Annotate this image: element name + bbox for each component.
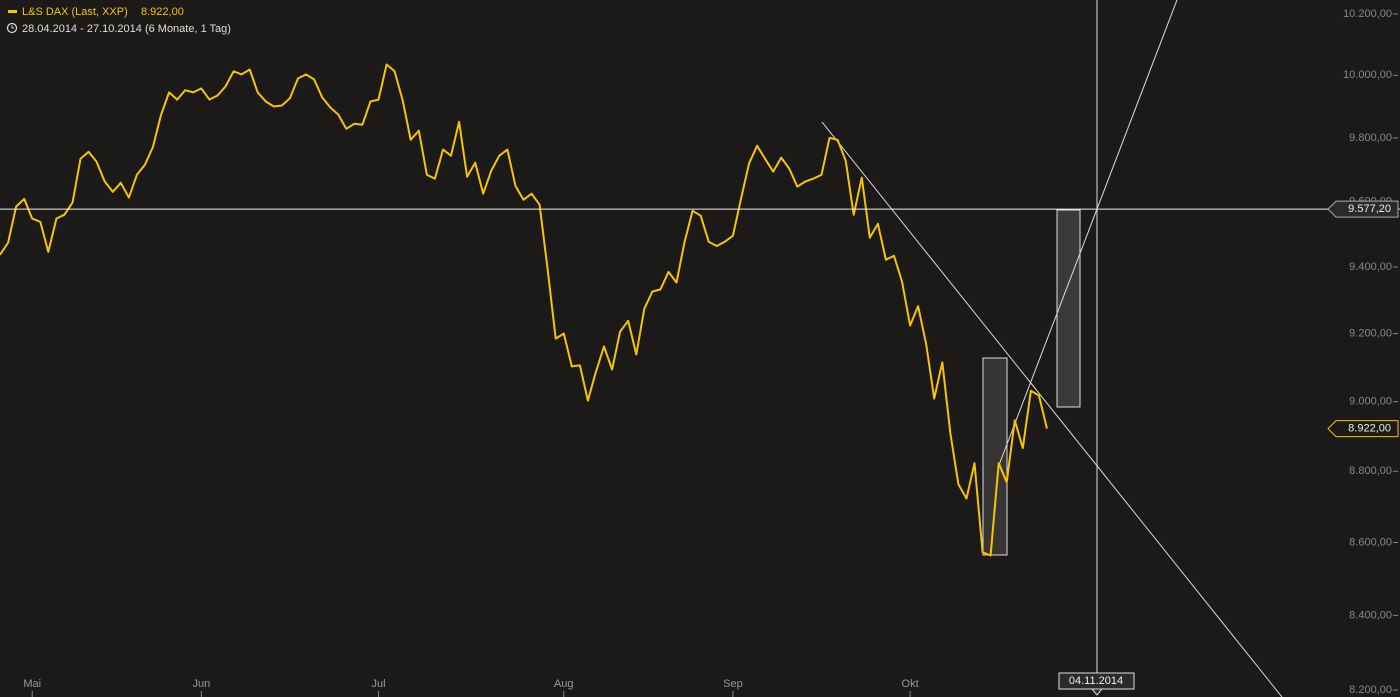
x-tick-label: Mai [23,678,41,690]
y-tick-label: 8.800,00 [1349,465,1392,477]
legend-swatch [8,10,17,13]
chart-title: L&S DAX (Last, XXP) [22,6,128,18]
y-tick-label: 9.800,00 [1349,132,1392,144]
y-tick-label: 9.200,00 [1349,328,1392,340]
trend-line [821,121,1283,697]
x-tick-label: Aug [554,678,574,690]
last-value-label: 8.922,00 [1348,423,1391,435]
hline-label: 9.577,20 [1348,203,1391,215]
clock-icon-hands [11,25,14,29]
y-tick-label: 9.000,00 [1349,396,1392,408]
chart-subtitle: 28.04.2014 - 27.10.2014 (6 Monate, 1 Tag… [22,23,231,35]
y-tick-label: 8.200,00 [1349,684,1392,696]
annotation-box [982,357,1008,556]
clock-icon [6,22,18,34]
annotation-box [1056,209,1081,408]
x-tick-label: Okt [902,678,919,690]
y-tick-label: 10.200,00 [1343,8,1392,20]
trend-line [998,0,1178,466]
header-last-value: 8.922,00 [141,6,184,18]
hline-label-box [1327,200,1399,218]
x-tick-label: Sep [723,678,743,690]
series-line [0,63,1048,557]
x-tick-label: Jul [371,678,385,690]
date-marker-pointer [1090,688,1104,696]
date-marker-label: 04.11.2014 [1069,675,1123,687]
series-layer [0,63,1048,557]
y-tick-label: 9.400,00 [1349,261,1392,273]
last-value-label-box [1327,420,1399,438]
y-tick-label: 8.600,00 [1349,536,1392,548]
x-tick-label: Jun [192,678,210,690]
y-tick-label: 10.000,00 [1343,69,1392,81]
y-tick-label: 8.400,00 [1349,609,1392,621]
